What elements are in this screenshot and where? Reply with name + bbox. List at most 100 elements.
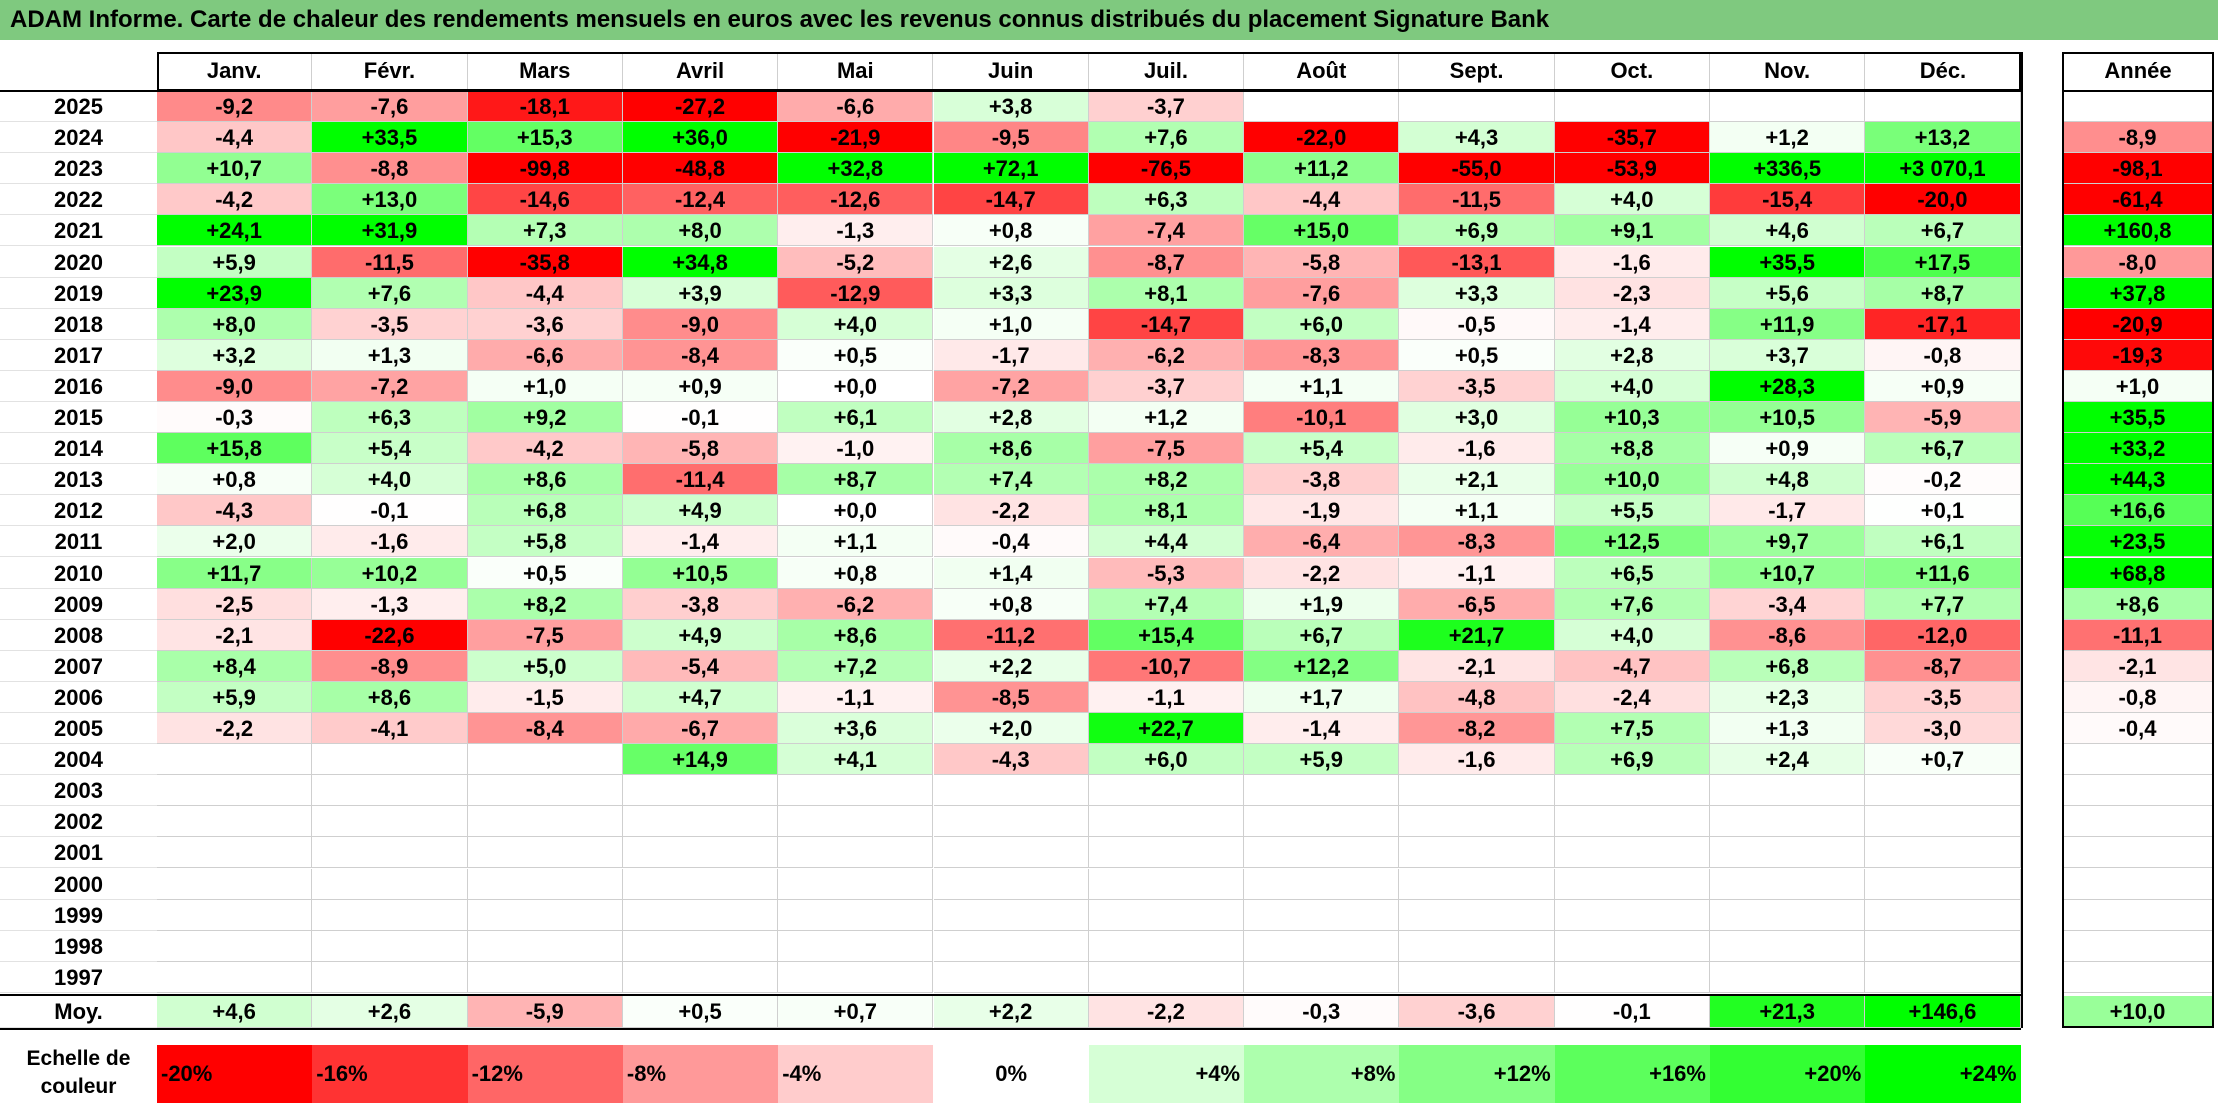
- month-header: Mai: [778, 52, 934, 90]
- heatmap-cell: +11,2: [1244, 153, 1400, 185]
- year-label: 2004: [0, 744, 157, 776]
- heatmap-cell: -35,8: [467, 246, 623, 278]
- month-header: Juin: [934, 52, 1089, 90]
- year-label: 2019: [0, 278, 157, 309]
- average-cell: -5,9: [467, 996, 623, 1028]
- average-annual-cell: +10,0: [2062, 996, 2214, 1028]
- chart-title: ADAM Informe. Carte de chaleur des rende…: [0, 0, 2218, 40]
- heatmap-cell: -7,6: [312, 91, 468, 123]
- heatmap-cell: +11,6: [1865, 557, 2021, 589]
- heatmap-cell: -48,8: [622, 153, 779, 185]
- annual-cell: -98,1: [2062, 153, 2214, 185]
- heatmap-cell: +0,0: [778, 495, 934, 527]
- annual-cell: +16,6: [2062, 495, 2214, 527]
- heatmap-cell: [1554, 91, 1710, 123]
- heatmap-cell: +6,9: [1399, 215, 1555, 247]
- heatmap-cell: +34,8: [622, 246, 779, 278]
- heatmap-cell: -1,0: [778, 433, 934, 465]
- heatmap-cell: -3,7: [1088, 91, 1245, 123]
- heatmap-cell: -8,6: [1710, 619, 1866, 651]
- heatmap-cell: -3,6: [467, 308, 623, 340]
- heatmap-cell: +10,5: [622, 557, 779, 589]
- heatmap-cell: [622, 961, 779, 993]
- year-label: 2007: [0, 651, 157, 682]
- heatmap-cell: +3 070,1: [1865, 153, 2021, 185]
- heatmap-cell: +1,2: [1088, 402, 1245, 434]
- heatmap-cell: -1,6: [1554, 246, 1710, 278]
- heatmap-cell: +7,6: [1554, 588, 1710, 620]
- heatmap-cell: [1244, 837, 1400, 869]
- year-label: 2013: [0, 464, 157, 496]
- month-header: Juil.: [1089, 52, 1245, 90]
- heatmap-cell: -14,6: [467, 184, 623, 216]
- heatmap-cell: [1399, 930, 1555, 962]
- heatmap-cell: +1,1: [1244, 370, 1400, 402]
- annual-cell: -8,0: [2062, 246, 2214, 278]
- heatmap-cell: [933, 899, 1089, 931]
- annual-cell: +23,5: [2062, 526, 2214, 558]
- heatmap-cell: -99,8: [467, 153, 623, 185]
- year-label: 1998: [0, 931, 157, 962]
- heatmap-cell: +8,0: [622, 215, 779, 247]
- heatmap-cell: -3,8: [1244, 464, 1400, 496]
- heatmap-cell: +1,7: [1244, 681, 1400, 713]
- average-label: Moy.: [0, 996, 157, 1028]
- heatmap-cell: -4,3: [933, 744, 1089, 776]
- heatmap-cell: +3,9: [622, 277, 779, 309]
- heatmap-cell: -0,1: [312, 495, 468, 527]
- heatmap-cell: +5,9: [157, 246, 313, 278]
- heatmap-cell: [1399, 775, 1555, 807]
- month-header: Sept.: [1399, 52, 1555, 90]
- heatmap-cell: [312, 837, 468, 869]
- heatmap-cell: [622, 837, 779, 869]
- heatmap-cell: [1710, 961, 1866, 993]
- color-scale-swatch: -4%: [778, 1045, 934, 1103]
- heatmap-cell: -1,6: [312, 526, 468, 558]
- year-label: 2009: [0, 589, 157, 620]
- heatmap-cell: [312, 744, 468, 776]
- heatmap-cell: [157, 899, 313, 931]
- month-header: Nov.: [1710, 52, 1866, 90]
- year-label: 2002: [0, 806, 157, 838]
- year-label: 2024: [0, 122, 157, 154]
- heatmap-cell: +336,5: [1710, 153, 1866, 185]
- heatmap-cell: [312, 775, 468, 807]
- heatmap-cell: +35,5: [1710, 246, 1866, 278]
- heatmap-cell: +33,5: [312, 122, 468, 154]
- year-label: 2003: [0, 775, 157, 807]
- heatmap-cell: [467, 744, 623, 776]
- heatmap-cell: -1,6: [1399, 433, 1555, 465]
- year-label: 2020: [0, 247, 157, 278]
- heatmap-cell: [1865, 837, 2021, 869]
- heatmap-cell: [1244, 91, 1400, 123]
- annual-cell: +1,0: [2062, 370, 2214, 402]
- heatmap-cell: -3,7: [1088, 370, 1245, 402]
- month-header: Août: [1244, 52, 1400, 90]
- heatmap-cell: [933, 837, 1089, 869]
- heatmap-cell: -0,3: [157, 402, 313, 434]
- heatmap-cell: +6,1: [1865, 526, 2021, 558]
- heatmap-cell: +5,4: [312, 433, 468, 465]
- heatmap-cell: +9,2: [467, 402, 623, 434]
- heatmap-cell: -9,2: [157, 91, 313, 123]
- heatmap-cell: -2,2: [1244, 557, 1400, 589]
- annual-cell: [2062, 775, 2214, 807]
- heatmap-cell: -8,4: [622, 339, 779, 371]
- month-header: Déc.: [1919, 58, 1967, 83]
- heatmap-cell: -1,1: [1399, 557, 1555, 589]
- annual-header-rule: [2062, 90, 2214, 92]
- heatmap-cell: -5,9: [1865, 402, 2021, 434]
- heatmap-cell: +6,7: [1865, 215, 2021, 247]
- color-scale-swatch: +16%: [1554, 1045, 1710, 1103]
- heatmap-cell: +0,8: [157, 464, 313, 496]
- heatmap-cell: [467, 961, 623, 993]
- heatmap-cell: +6,7: [1244, 619, 1400, 651]
- heatmap-cell: [933, 930, 1089, 962]
- heatmap-cell: +12,2: [1244, 650, 1400, 682]
- heatmap-cell: +2,0: [933, 713, 1089, 745]
- heatmap-cell: +0,9: [1865, 370, 2021, 402]
- heatmap-cell: -8,7: [1865, 650, 2021, 682]
- annual-cell: [2062, 744, 2214, 776]
- heatmap-cell: +8,8: [1554, 433, 1710, 465]
- heatmap-cell: +8,6: [467, 464, 623, 496]
